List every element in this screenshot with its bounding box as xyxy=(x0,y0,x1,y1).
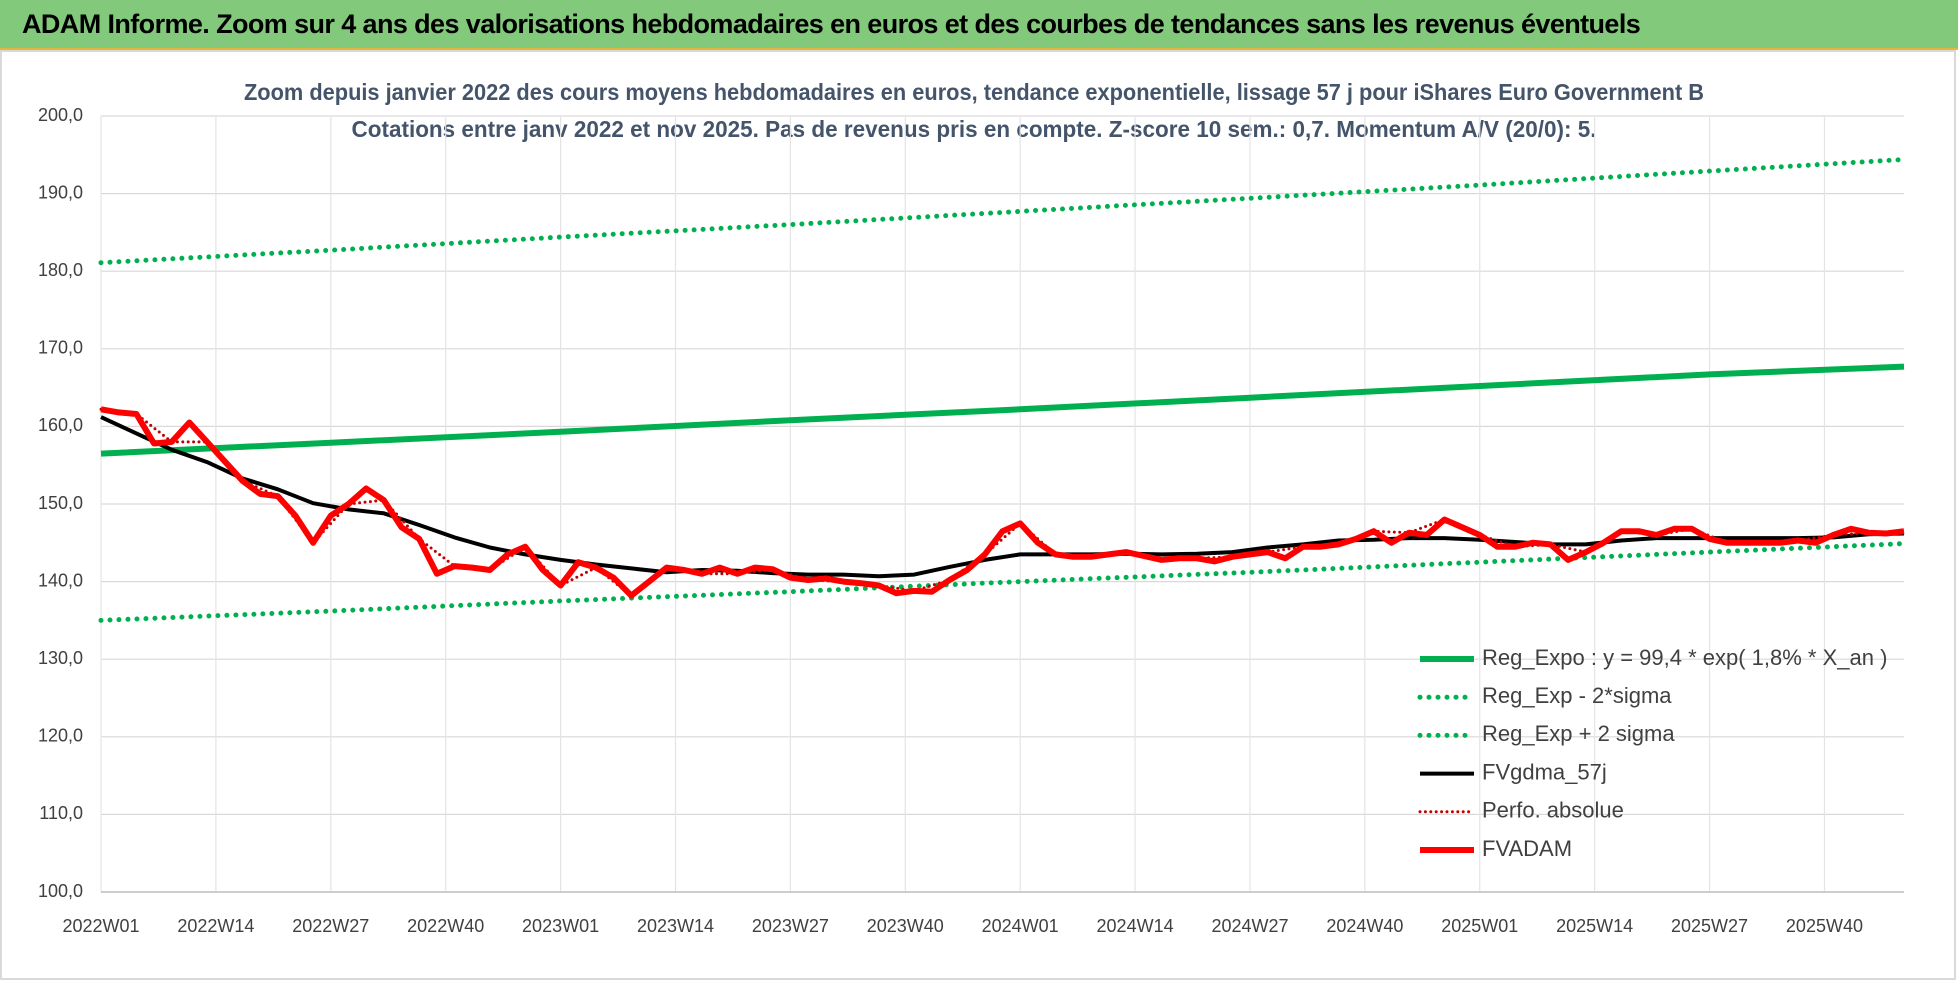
x-tick-label: 2023W40 xyxy=(867,916,944,936)
banner-title: ADAM Informe. Zoom sur 4 ans des valoris… xyxy=(22,9,1641,39)
legend-label: Reg_Exp - 2*sigma xyxy=(1482,683,1672,708)
series-line xyxy=(100,406,1905,599)
x-tick-label: 2025W01 xyxy=(1441,916,1518,936)
y-tick-label: 110,0 xyxy=(39,803,83,823)
x-tick-label: 2024W14 xyxy=(1097,916,1174,936)
legend-label: FVADAM xyxy=(1482,836,1572,861)
x-tick-label: 2024W40 xyxy=(1326,916,1403,936)
chart-frame xyxy=(0,50,1956,980)
chart: Zoom depuis janvier 2022 des cours moyen… xyxy=(0,50,1956,980)
x-tick-label: 2022W40 xyxy=(407,916,484,936)
y-tick-label: 140,0 xyxy=(38,570,83,590)
legend-label: Reg_Expo : y = 99,4 * exp( 1,8% * X_an ) xyxy=(1482,645,1887,670)
legend-label: FVgdma_57j xyxy=(1482,759,1607,784)
legend-label: Perfo. absolue xyxy=(1482,798,1624,823)
x-tick-label: 2024W27 xyxy=(1211,916,1288,936)
x-tick-label: 2023W27 xyxy=(752,916,829,936)
x-tick-label: 2025W14 xyxy=(1556,916,1633,936)
x-tick-label: 2022W27 xyxy=(292,916,369,936)
y-tick-label: 150,0 xyxy=(38,493,83,513)
x-tick-label: 2025W27 xyxy=(1671,916,1748,936)
y-tick-label: 170,0 xyxy=(38,338,83,358)
chart-subtitle: Cotations entre janv 2022 et nov 2025. P… xyxy=(352,116,1597,142)
x-tick-label: 2025W40 xyxy=(1786,916,1863,936)
x-tick-label: 2023W01 xyxy=(522,916,599,936)
series-line xyxy=(98,541,1907,623)
y-tick-label: 180,0 xyxy=(38,260,83,280)
x-tick-label: 2023W14 xyxy=(637,916,714,936)
y-tick-label: 190,0 xyxy=(38,182,83,202)
banner: ADAM Informe. Zoom sur 4 ans des valoris… xyxy=(0,0,1958,50)
series-line xyxy=(100,363,1905,457)
y-tick-label: 100,0 xyxy=(38,881,83,901)
y-tick-label: 120,0 xyxy=(38,726,83,746)
legend-label: Reg_Exp + 2 sigma xyxy=(1482,721,1675,746)
x-tick-label: 2024W01 xyxy=(982,916,1059,936)
y-tick-label: 130,0 xyxy=(38,648,83,668)
y-tick-label: 160,0 xyxy=(38,415,83,435)
y-tick-label: 200,0 xyxy=(38,105,83,125)
series-line xyxy=(98,157,1907,266)
x-tick-label: 2022W01 xyxy=(62,916,139,936)
x-tick-label: 2022W14 xyxy=(177,916,254,936)
chart-title: Zoom depuis janvier 2022 des cours moyen… xyxy=(244,79,1704,105)
